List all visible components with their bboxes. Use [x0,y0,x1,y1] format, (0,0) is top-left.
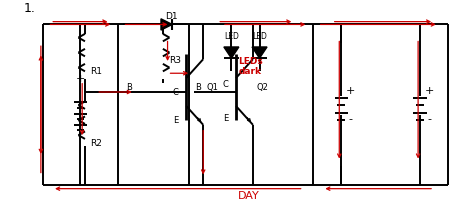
Text: LEDs
dark: LEDs dark [238,57,263,76]
Text: DAY: DAY [238,191,260,201]
Text: D1: D1 [165,12,178,21]
Text: C: C [223,80,228,89]
Text: -: - [78,125,82,135]
Text: +: + [76,74,85,84]
Text: -: - [348,114,353,124]
Text: B: B [196,83,201,92]
Text: +: + [425,86,434,96]
Text: LED: LED [224,32,239,41]
Text: C: C [173,88,179,96]
Text: Q2: Q2 [257,83,269,92]
Text: -: - [428,114,431,124]
Text: B: B [126,83,132,92]
Text: R2: R2 [91,139,102,148]
Text: R1: R1 [90,67,102,76]
Polygon shape [252,47,267,58]
Text: Q1: Q1 [207,83,219,92]
Polygon shape [161,19,172,30]
Text: R3: R3 [169,56,181,65]
Text: 1.: 1. [24,2,36,15]
Polygon shape [224,47,239,58]
Text: E: E [223,114,228,123]
Text: E: E [173,116,179,125]
Text: LED: LED [252,32,267,41]
Text: +: + [346,86,355,96]
